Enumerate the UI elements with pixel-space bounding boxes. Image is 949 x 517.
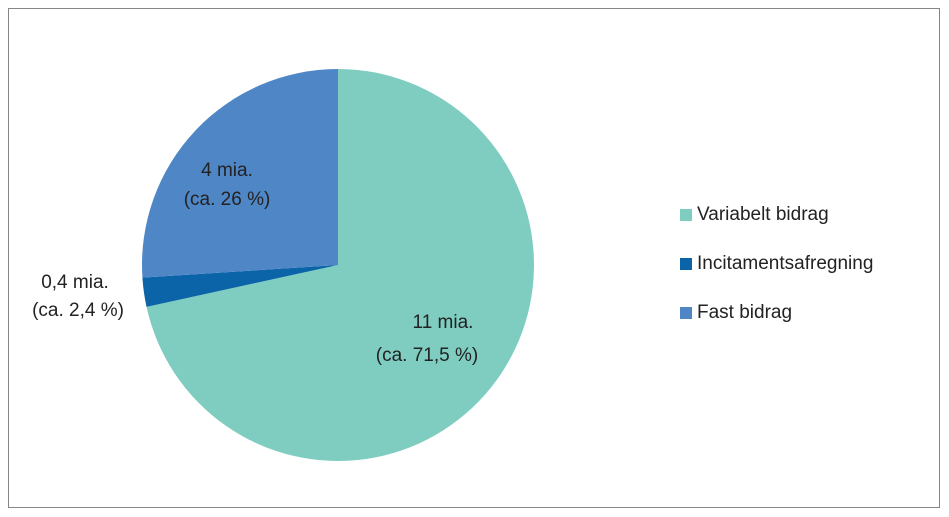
pie-slice <box>142 69 338 278</box>
legend-swatch <box>680 258 692 270</box>
amount-label: 11 mia. <box>413 312 474 333</box>
legend-label: Fast bidrag <box>697 302 792 323</box>
legend-label: Incitamentsafregning <box>697 253 873 274</box>
amount-label: 0,4 mia. <box>41 272 109 293</box>
percent-label: (ca. 2,4 %) <box>32 300 124 321</box>
pie-slice <box>146 69 535 461</box>
legend-label: Variabelt bidrag <box>697 204 829 225</box>
legend-swatch <box>680 307 692 319</box>
pie-slice <box>142 265 338 307</box>
percent-label: (ca. 26 %) <box>184 189 271 210</box>
percent-label: (ca. 71,5 %) <box>376 345 478 366</box>
legend-swatch <box>680 209 692 221</box>
amount-label: 4 mia. <box>201 160 253 181</box>
